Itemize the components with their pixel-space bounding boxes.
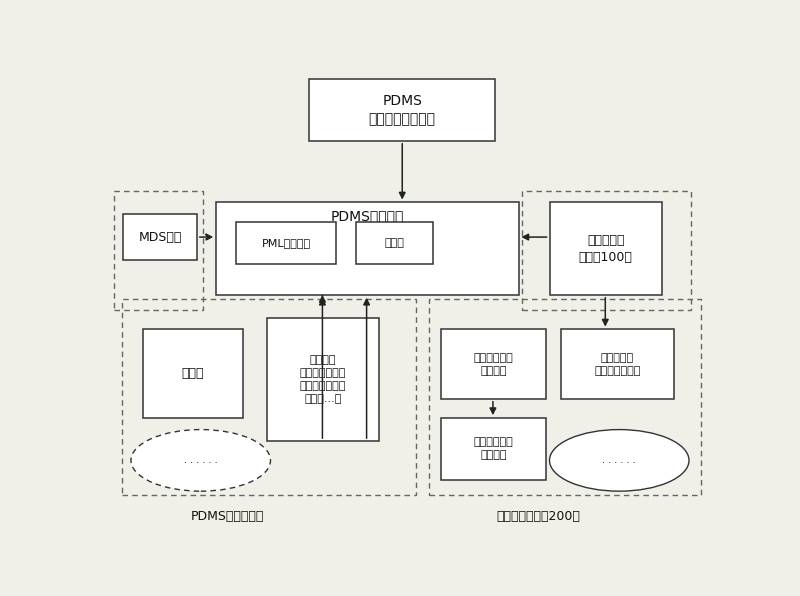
Text: . . . . . .: . . . . . . [184,455,218,465]
Bar [522,191,691,311]
Text: PML语言环境: PML语言环境 [262,238,310,248]
Text: 支吊架模板
索引表（表三）: 支吊架模板 索引表（表三） [594,352,641,375]
Text: PDMS三维软件: PDMS三维软件 [330,209,404,224]
Text: PDMS工程数据库: PDMS工程数据库 [191,510,265,523]
Bar [561,330,674,399]
Text: 支吊架部件表
（表一）: 支吊架部件表 （表一） [474,437,513,461]
Ellipse shape [131,430,270,491]
Bar [441,418,546,480]
Bar [266,318,379,441]
Bar [441,330,546,399]
Bar [550,203,662,295]
Text: MDS软件: MDS软件 [138,231,182,244]
Bar [122,299,416,495]
Bar [216,203,518,295]
Text: 基本体: 基本体 [385,238,405,248]
Bar [236,222,336,264]
Bar [114,191,203,311]
Text: 元件表: 元件表 [182,367,204,380]
Ellipse shape [550,430,689,491]
Bar [430,299,701,495]
Text: 支吊架组成表
（表二）: 支吊架组成表 （表二） [474,352,513,375]
Bar [142,330,243,418]
Bar [123,214,197,260]
Text: 三维模型
（管道、结构、
设备、土建、支
吊架、...）: 三维模型 （管道、结构、 设备、土建、支 吊架、...） [300,355,346,404]
Bar [310,79,495,141]
Text: PDMS
工厂设计管理系统: PDMS 工厂设计管理系统 [369,94,436,126]
Text: 支吊架软件
系统（100）: 支吊架软件 系统（100） [578,234,633,263]
Text: . . . . . .: . . . . . . [602,455,636,465]
Text: 支吊架数据库（200）: 支吊架数据库（200） [496,510,580,523]
Bar [356,222,434,264]
